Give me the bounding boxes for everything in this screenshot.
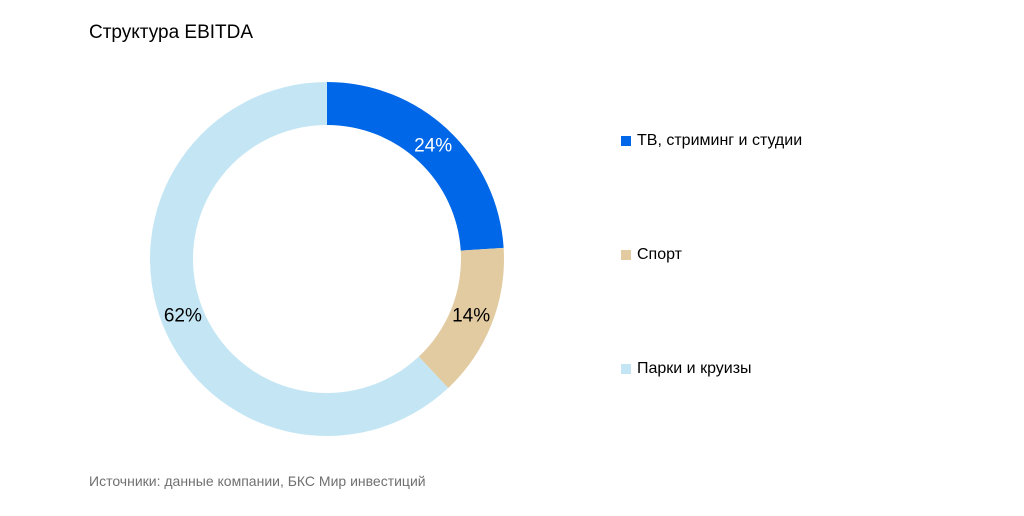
donut-slice-sport: [418, 247, 505, 389]
chart-title: Структура EBITDA: [89, 22, 254, 43]
donut-slice-parks: [149, 82, 449, 436]
source-note: Источники: данные компании, БКС Мир инве…: [89, 473, 426, 489]
slice-label-tv: 24%: [414, 136, 452, 157]
slice-label-parks: 62%: [164, 306, 202, 327]
donut-slice-tv: [327, 82, 504, 251]
donut-slice-labels: 24% 14% 62%: [164, 136, 490, 327]
slice-label-sport: 14%: [452, 306, 490, 327]
donut-slices: [149, 82, 505, 436]
